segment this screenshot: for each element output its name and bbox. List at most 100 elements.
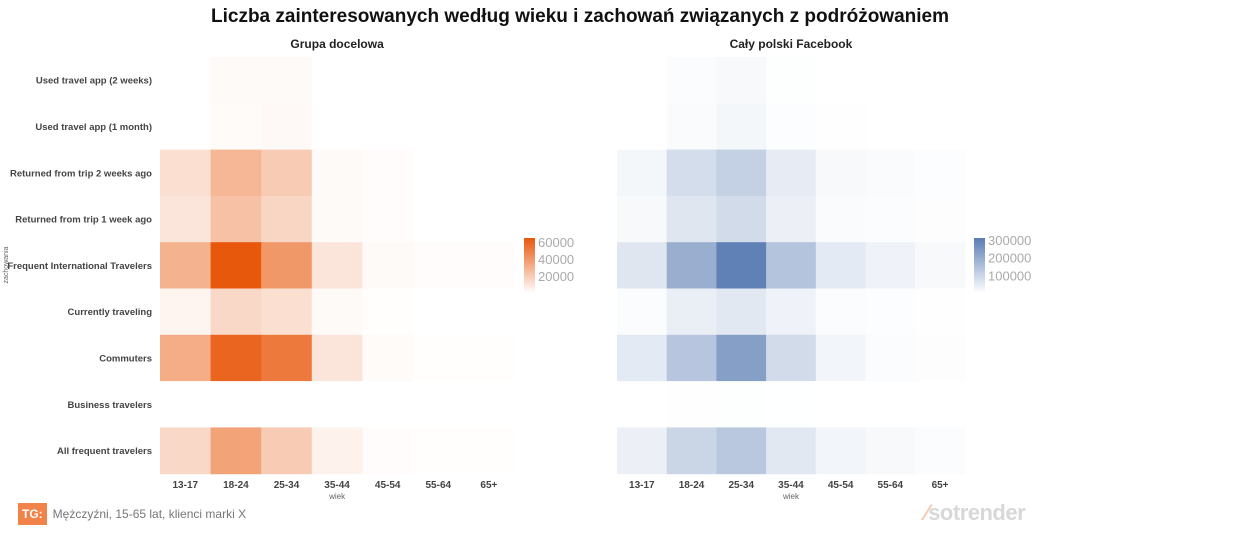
x-axis-label: wiek — [328, 492, 346, 501]
heatmap-cell — [160, 242, 212, 289]
heatmap-cell — [413, 103, 465, 151]
heatmap-cell — [463, 288, 515, 336]
heatmap-1: Cały polski Facebook 13-17 18-24 25-34 35-44… — [617, 37, 1031, 501]
heatmap-cell — [766, 57, 817, 104]
heatmap-cell — [865, 195, 916, 243]
heatmap-cell — [463, 57, 515, 104]
heatmap-cell — [160, 149, 212, 197]
heatmap-cell — [311, 149, 363, 197]
heatmap-cell — [413, 242, 465, 289]
x-axis-label: wiek — [782, 492, 800, 501]
heatmap-cell — [160, 288, 212, 336]
heatmap-cell — [362, 103, 414, 151]
heatmap-cell — [915, 57, 966, 104]
heatmap-cell — [666, 57, 717, 104]
y-tick-label: Frequent International Travelers — [7, 261, 152, 272]
panel-title: Cały polski Facebook — [730, 37, 853, 51]
heatmap-cell — [815, 381, 866, 428]
heatmap-cell — [617, 149, 668, 197]
heatmap-cell — [815, 195, 866, 243]
heatmap-cell — [766, 381, 817, 428]
heatmap-cell — [160, 57, 212, 104]
heatmap-cell — [766, 334, 817, 382]
heatmap-cell — [865, 149, 916, 197]
heatmap-cell — [915, 242, 966, 289]
heatmap-cell — [716, 242, 767, 289]
heatmap-cell — [311, 427, 363, 475]
heatmap-cell — [362, 195, 414, 243]
heatmap-cell — [261, 242, 313, 289]
heatmap-cell — [766, 149, 817, 197]
heatmap-cell — [666, 242, 717, 289]
y-tick-label: Returned from trip 1 week ago — [15, 215, 152, 226]
heatmap-cell — [311, 103, 363, 151]
x-tick-label: 65+ — [932, 480, 949, 491]
heatmap-cell — [311, 57, 363, 104]
color-legend-bar — [524, 238, 535, 293]
heatmap-cell — [362, 334, 414, 382]
x-tick-label: 65+ — [480, 480, 497, 491]
x-tick-label: 55-64 — [878, 480, 904, 491]
heatmap-cell — [413, 427, 465, 475]
heatmap-cell — [413, 288, 465, 336]
heatmap-cell — [915, 149, 966, 197]
heatmap-cell — [362, 427, 414, 475]
heatmap-cell — [261, 288, 313, 336]
heatmap-cell — [362, 242, 414, 289]
heatmap-cell — [617, 381, 668, 428]
tg-text: Mężczyźni, 15-65 lat, klienci marki X — [52, 507, 247, 521]
heatmap-cell — [210, 57, 262, 104]
heatmap-cell — [617, 427, 668, 475]
heatmap-cell — [413, 149, 465, 197]
heatmap-0: Grupa docelowa 13-17 18-24 25-34 35-44 45-54 5… — [3, 37, 574, 501]
heatmap-cell — [617, 57, 668, 104]
chart-title: Liczba zainteresowanych według wieku i z… — [211, 6, 949, 27]
x-tick-label: 45-54 — [375, 480, 401, 491]
heatmap-cell — [160, 103, 212, 151]
heatmap-cell — [815, 242, 866, 289]
heatmap-cell — [311, 195, 363, 243]
heatmap-cell — [261, 149, 313, 197]
y-tick-label: Currently traveling — [68, 307, 153, 318]
heatmap-cell — [261, 381, 313, 428]
heatmap-cell — [815, 149, 866, 197]
heatmap-cell — [666, 103, 717, 151]
heatmap-cell — [617, 103, 668, 151]
heatmap-cell — [617, 334, 668, 382]
heatmap-cell — [716, 195, 767, 243]
heatmap-cell — [261, 427, 313, 475]
heatmap-cell — [716, 57, 767, 104]
heatmap-cell — [666, 149, 717, 197]
heatmap-cell — [915, 195, 966, 243]
heatmap-cell — [915, 334, 966, 382]
heatmap-cell — [261, 57, 313, 104]
heatmap-cell — [815, 288, 866, 336]
heatmap-cell — [666, 334, 717, 382]
heatmap-cell — [210, 195, 262, 243]
legend-tick-label: 40000 — [538, 252, 574, 267]
target-group-note: TG: Mężczyźni, 15-65 lat, klienci marki … — [18, 503, 246, 525]
heatmap-cell — [362, 149, 414, 197]
heatmap-cell — [463, 334, 515, 382]
heatmap-cell — [865, 103, 916, 151]
heatmap-cell — [865, 57, 916, 104]
y-tick-label: All frequent travelers — [57, 446, 152, 457]
heatmap-cell — [617, 242, 668, 289]
heatmap-cell — [617, 195, 668, 243]
x-tick-label: 35-44 — [324, 480, 350, 491]
heatmap-cell — [766, 427, 817, 475]
heatmap-cell — [362, 381, 414, 428]
tg-badge: TG: — [18, 503, 47, 525]
x-tick-label: 45-54 — [828, 480, 854, 491]
heatmap-cell — [865, 427, 916, 475]
heatmap-cell — [716, 149, 767, 197]
x-tick-label: 18-24 — [679, 480, 705, 491]
heatmap-cell — [311, 242, 363, 289]
x-tick-label: 25-34 — [274, 480, 300, 491]
heatmap-cell — [766, 195, 817, 243]
heatmap-cell — [463, 427, 515, 475]
heatmap-cell — [865, 288, 916, 336]
heatmap-cell — [311, 288, 363, 336]
heatmap-cell — [865, 242, 916, 289]
